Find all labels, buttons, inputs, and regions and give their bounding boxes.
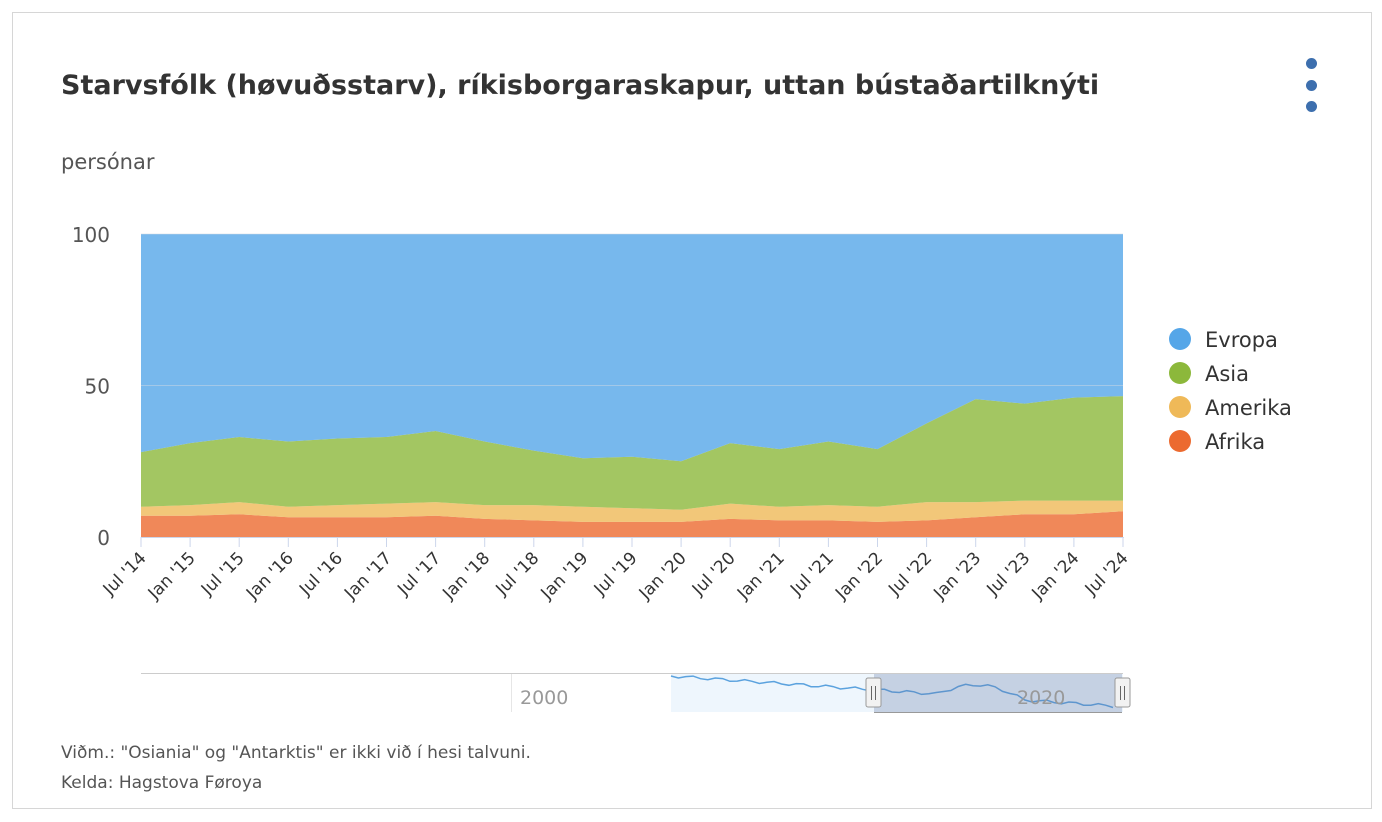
- chart-note: Viðm.: "Osiania" og "Antarktis" er ikki …: [61, 743, 531, 763]
- x-tick-label: Jan '24: [1028, 548, 1084, 604]
- menu-dot: [1306, 80, 1317, 91]
- drag-handle-icon: [1114, 677, 1131, 708]
- x-tick-label: Jan '20: [635, 548, 691, 604]
- x-tick-label: Jan '23: [929, 548, 985, 604]
- legend-marker: [1169, 430, 1191, 452]
- navigator-series-line: [670, 675, 1114, 709]
- menu-dot: [1306, 101, 1317, 112]
- chart-source: Kelda: Hagstova Føroya: [61, 773, 263, 793]
- x-tick-label: Jan '18: [438, 548, 494, 604]
- legend-item-asia[interactable]: Asia: [1169, 362, 1249, 386]
- area-series-afrika[interactable]: [141, 511, 1123, 537]
- legend-item-afrika[interactable]: Afrika: [1169, 430, 1265, 454]
- x-tick-label: Jan '19: [537, 548, 593, 604]
- legend-label: Afrika: [1205, 430, 1265, 454]
- menu-dot: [1306, 58, 1317, 69]
- x-tick-label: Jan '17: [340, 548, 396, 604]
- x-tick-label: Jul '16: [295, 548, 347, 600]
- drag-handle-icon: [865, 677, 882, 708]
- x-tick-label: Jul '14: [99, 548, 151, 600]
- navigator-right-handle[interactable]: [1114, 677, 1131, 708]
- x-tick-label: Jul '18: [492, 548, 544, 600]
- legend-label: Amerika: [1205, 396, 1292, 420]
- x-tick-label: Jul '22: [884, 548, 936, 600]
- legend-marker: [1169, 328, 1191, 350]
- x-tick-label: Jul '19: [590, 548, 642, 600]
- y-tick-label: 50: [85, 375, 110, 399]
- y-tick-label: 100: [72, 223, 110, 247]
- legend-item-amerika[interactable]: Amerika: [1169, 396, 1292, 420]
- x-tick-label: Jan '15: [144, 548, 200, 604]
- area-series-asia[interactable]: [141, 396, 1123, 510]
- area-series-evropa[interactable]: [141, 234, 1123, 462]
- x-tick-label: Jul '23: [983, 548, 1035, 600]
- navigator-label: 2020: [1017, 687, 1065, 709]
- navigator-left-handle[interactable]: [865, 677, 882, 708]
- legend-item-evropa[interactable]: Evropa: [1169, 328, 1278, 352]
- y-tick-label: 0: [97, 526, 110, 550]
- legend-label: Evropa: [1205, 328, 1278, 352]
- legend-marker: [1169, 396, 1191, 418]
- x-tick-label: Jan '16: [242, 548, 298, 604]
- navigator-selected-range[interactable]: [874, 674, 1122, 712]
- x-tick-label: Jul '20: [688, 548, 740, 600]
- more-vertical-icon[interactable]: [1302, 56, 1322, 122]
- area-series-amerika[interactable]: [141, 500, 1123, 522]
- x-tick-label: Jul '24: [1081, 548, 1133, 600]
- chart-title: Starvsfólk (høvuðsstarv), ríkisborgarask…: [61, 70, 1100, 101]
- x-tick-label: Jul '15: [197, 548, 249, 600]
- x-tick-label: Jan '21: [733, 548, 789, 604]
- x-tick-label: Jul '21: [786, 548, 838, 600]
- legend-marker: [1169, 362, 1191, 384]
- navigator-label: 2000: [520, 687, 568, 709]
- x-tick-label: Jan '22: [831, 548, 887, 604]
- legend-label: Asia: [1205, 362, 1249, 386]
- y-axis-unit-label: persónar: [61, 150, 155, 174]
- navigator[interactable]: 2000 2020: [141, 673, 1131, 713]
- x-tick-label: Jul '17: [393, 548, 445, 600]
